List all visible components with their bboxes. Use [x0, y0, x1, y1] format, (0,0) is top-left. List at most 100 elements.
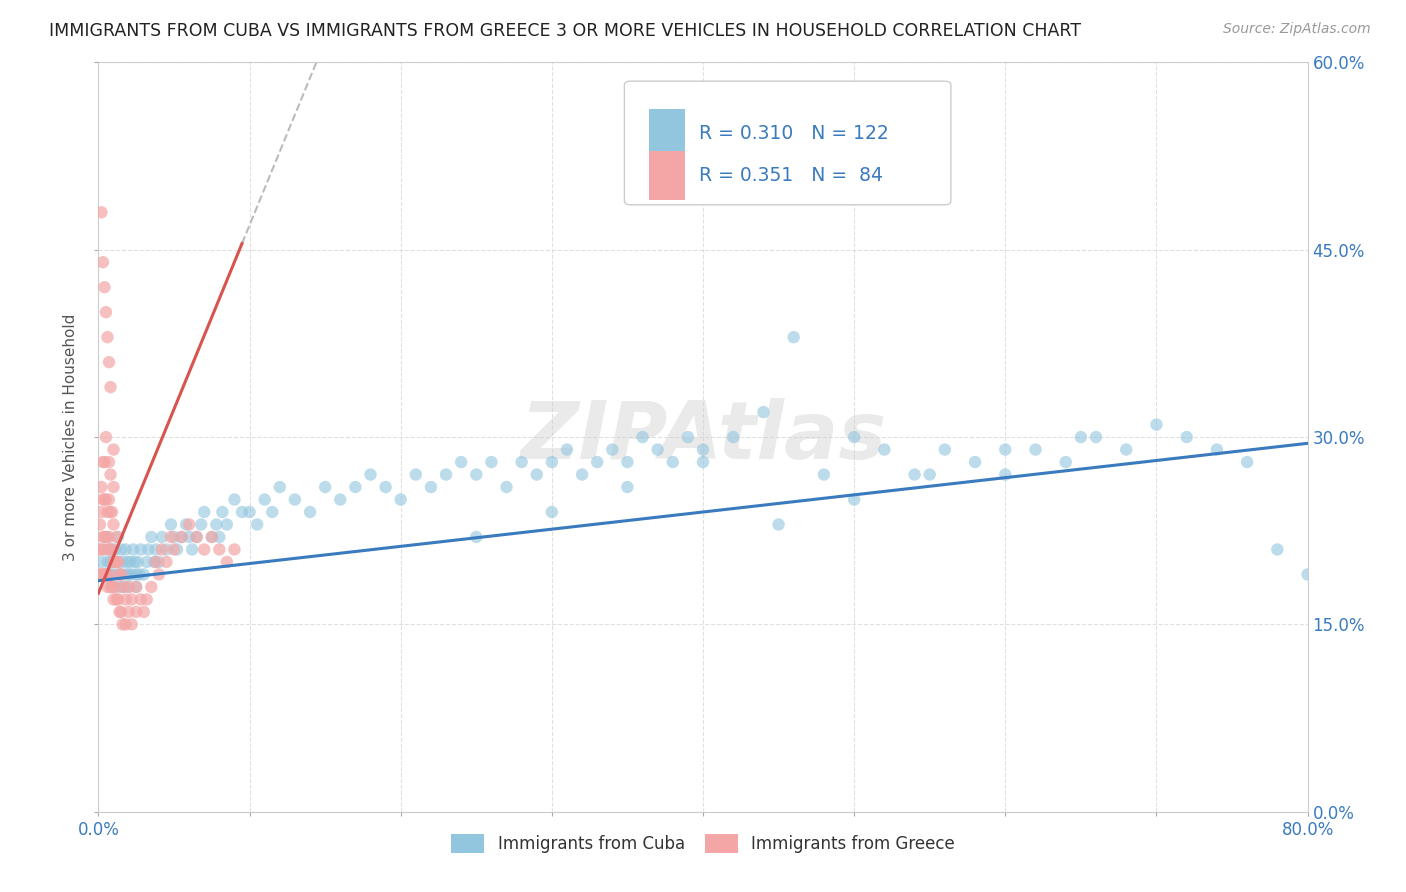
Point — [934, 442, 956, 457]
Point — [844, 430, 866, 444]
Point — [190, 517, 212, 532]
Point — [420, 480, 443, 494]
Point — [110, 567, 132, 582]
Point — [108, 605, 131, 619]
Point — [208, 530, 231, 544]
Point — [90, 505, 112, 519]
Point — [91, 492, 114, 507]
Point — [96, 580, 118, 594]
Point — [93, 567, 115, 582]
Point — [752, 405, 775, 419]
Text: Source: ZipAtlas.com: Source: ZipAtlas.com — [1223, 22, 1371, 37]
Point — [205, 517, 228, 532]
Point — [115, 555, 138, 569]
Point — [94, 567, 117, 582]
Point — [231, 505, 253, 519]
Point — [129, 542, 152, 557]
Point — [121, 567, 143, 582]
Point — [692, 455, 714, 469]
Point — [105, 567, 128, 582]
Point — [1054, 455, 1077, 469]
Point — [94, 530, 117, 544]
Point — [98, 567, 121, 582]
Point — [141, 530, 163, 544]
Point — [314, 480, 336, 494]
Point — [98, 492, 121, 507]
Point — [103, 592, 125, 607]
Point — [239, 505, 262, 519]
Point — [103, 555, 125, 569]
Point — [90, 205, 112, 219]
Point — [103, 442, 125, 457]
Point — [112, 580, 135, 594]
Point — [434, 467, 457, 482]
Point — [186, 530, 208, 544]
Point — [555, 442, 578, 457]
Point — [121, 617, 143, 632]
Point — [299, 505, 322, 519]
Point — [129, 592, 152, 607]
Point — [89, 567, 111, 582]
Point — [96, 330, 118, 344]
Point — [284, 492, 307, 507]
Point — [89, 517, 111, 532]
Point — [1206, 442, 1229, 457]
Point — [94, 492, 117, 507]
Point — [118, 580, 141, 594]
Point — [91, 567, 114, 582]
Point — [90, 555, 112, 569]
Point — [100, 555, 122, 569]
Point — [465, 467, 488, 482]
Legend: Immigrants from Cuba, Immigrants from Greece: Immigrants from Cuba, Immigrants from Gr… — [444, 827, 962, 860]
Point — [186, 530, 208, 544]
Point — [374, 480, 396, 494]
Point — [96, 555, 118, 569]
Point — [100, 380, 122, 394]
Point — [1175, 430, 1198, 444]
Point — [1070, 430, 1092, 444]
Point — [526, 467, 548, 482]
Point — [148, 567, 170, 582]
Point — [96, 505, 118, 519]
Point — [844, 492, 866, 507]
FancyBboxPatch shape — [648, 110, 685, 158]
Point — [510, 455, 533, 469]
Point — [1267, 542, 1289, 557]
Point — [93, 492, 115, 507]
Point — [783, 330, 806, 344]
Point — [104, 555, 127, 569]
Point — [465, 530, 488, 544]
Point — [121, 592, 143, 607]
Point — [107, 592, 129, 607]
Point — [108, 567, 131, 582]
Point — [450, 455, 472, 469]
Point — [201, 530, 224, 544]
Point — [100, 580, 122, 594]
Point — [93, 542, 115, 557]
Point — [269, 480, 291, 494]
Point — [107, 555, 129, 569]
Point — [111, 617, 134, 632]
Point — [91, 530, 114, 544]
Point — [193, 505, 215, 519]
FancyBboxPatch shape — [648, 151, 685, 200]
Point — [105, 555, 128, 569]
Point — [193, 542, 215, 557]
Point — [114, 592, 136, 607]
Point — [132, 605, 155, 619]
Point — [110, 542, 132, 557]
Point — [103, 555, 125, 569]
Point — [114, 617, 136, 632]
Point — [246, 517, 269, 532]
Point — [100, 467, 122, 482]
Point — [105, 530, 128, 544]
Point — [904, 467, 927, 482]
Point — [91, 255, 114, 269]
Point — [103, 480, 125, 494]
Point — [98, 455, 121, 469]
Point — [405, 467, 427, 482]
Point — [96, 530, 118, 544]
Point — [179, 517, 201, 532]
Point — [135, 555, 157, 569]
Point — [661, 455, 683, 469]
